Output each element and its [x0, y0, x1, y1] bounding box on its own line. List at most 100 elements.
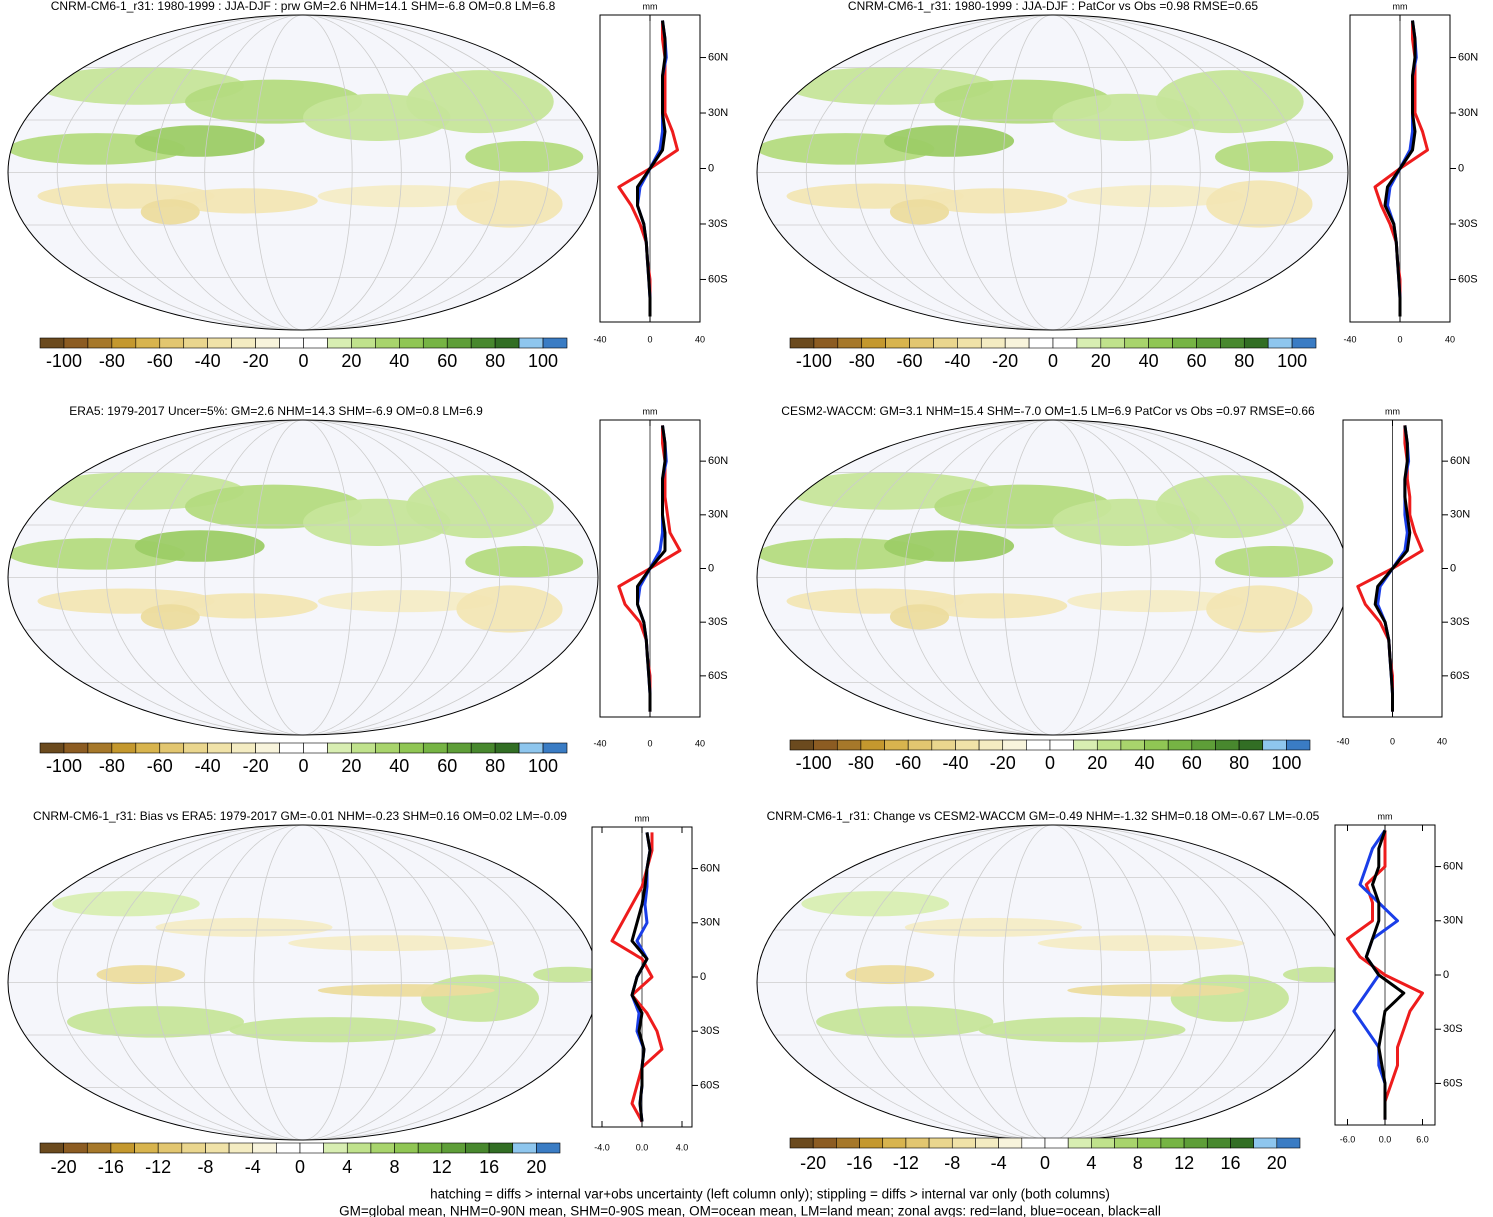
colorbar-box — [933, 337, 958, 349]
colorbar-label: -100 — [46, 351, 82, 371]
map-field — [8, 15, 598, 330]
field-patch — [1206, 585, 1313, 633]
colorbar-box — [375, 742, 400, 754]
field-patch — [134, 530, 265, 562]
x-tick-label: 40 — [1437, 736, 1447, 746]
colorbar-box — [255, 742, 280, 754]
colorbar-box — [978, 739, 1004, 751]
colorbar-box — [1238, 739, 1264, 751]
colorbar-box — [422, 337, 448, 349]
zonal-unit: mm — [1385, 406, 1400, 416]
graticule — [904, 15, 1201, 330]
colorbar-box — [422, 742, 448, 754]
colorbar-box — [836, 1137, 860, 1149]
colorbar-box — [1267, 337, 1293, 349]
colorbar-label: -40 — [944, 351, 970, 371]
y-tick-label: 30S — [708, 218, 728, 230]
colorbar-box — [1160, 1137, 1185, 1149]
colorbar-label: 60 — [1186, 351, 1206, 371]
zonal-unit: mm — [1378, 811, 1393, 821]
colorbar-box — [159, 337, 185, 349]
y-tick-label: 60N — [700, 862, 720, 874]
zonal-line — [636, 425, 667, 712]
colorbar-label: 12 — [432, 1157, 452, 1177]
colorbar-box — [909, 337, 934, 349]
colorbar-box — [465, 1142, 490, 1154]
y-tick-label: 30N — [1443, 915, 1463, 927]
graticule — [204, 15, 402, 330]
field-patch — [465, 141, 584, 173]
zonal-unit: mm — [1393, 1, 1408, 11]
field-patch — [140, 604, 200, 630]
colorbar-box — [1114, 1137, 1139, 1149]
x-tick-label: -40 — [593, 738, 606, 748]
colorbar-box — [1100, 337, 1126, 349]
colorbar-box — [417, 1142, 443, 1154]
colorbar-box — [370, 1142, 395, 1154]
colorbar-box — [1004, 337, 1030, 349]
field-patch — [904, 917, 1083, 937]
colorbar-box — [63, 1142, 88, 1154]
colorbar-label: -40 — [195, 351, 221, 371]
colorbar-label: -60 — [895, 753, 921, 773]
zonal-line — [630, 832, 652, 1122]
colorbar-box — [975, 1137, 999, 1149]
colorbar-box — [181, 1142, 206, 1154]
y-tick-label: 0 — [700, 971, 706, 983]
field-patch — [1067, 185, 1245, 208]
y-tick-label: 30S — [1450, 616, 1470, 628]
colorbar-box — [375, 337, 400, 349]
y-tick-label: 60N — [1458, 51, 1478, 63]
colorbar-box — [1049, 739, 1074, 751]
colorbar-label: 20 — [1267, 1153, 1287, 1173]
field-patch — [884, 530, 1015, 562]
colorbar-box — [882, 1137, 907, 1149]
x-tick-label: 0 — [647, 738, 652, 748]
colorbar-box — [931, 739, 956, 751]
colorbar-box — [1120, 739, 1145, 751]
x-tick-label: 0.0 — [1379, 1134, 1392, 1144]
field-patch — [1155, 475, 1304, 539]
graticule — [855, 420, 1250, 735]
colorbar-label: 4 — [342, 1157, 352, 1177]
colorbar-label: -40 — [195, 756, 221, 776]
graticule — [904, 420, 1201, 735]
colorbar-box — [1096, 739, 1122, 751]
y-tick-label: 0 — [1458, 162, 1464, 174]
x-tick-label: -40 — [1343, 334, 1356, 344]
colorbar-box — [836, 739, 862, 751]
colorbar-label: -20 — [243, 756, 269, 776]
zonal-unit: mm — [643, 1, 658, 11]
colorbar-box — [87, 742, 113, 754]
colorbar-box — [1291, 337, 1317, 349]
field-patch — [406, 475, 554, 539]
field-patch — [288, 935, 495, 951]
colorbar-label: -12 — [145, 1157, 171, 1177]
graticule — [105, 825, 501, 1140]
colorbar-label: 80 — [485, 756, 505, 776]
colorbar-label: 40 — [389, 756, 409, 776]
colorbar-box — [110, 1142, 135, 1154]
colorbar-label: -8 — [197, 1157, 213, 1177]
colorbar-box — [1243, 337, 1269, 349]
colorbar-box — [228, 1142, 254, 1154]
colorbar-label: 100 — [1271, 753, 1301, 773]
y-tick-label: 30N — [1450, 509, 1470, 521]
x-tick-label: 4.0 — [676, 1142, 689, 1152]
colorbar-box — [134, 1142, 159, 1154]
colorbar-box — [1124, 337, 1149, 349]
x-tick-label: 40 — [1445, 334, 1455, 344]
map-field — [8, 420, 598, 735]
zonal-unit: mm — [635, 813, 650, 823]
graticule — [155, 15, 451, 330]
zonal-line — [1364, 829, 1406, 1120]
colorbar-label: -4 — [245, 1157, 261, 1177]
x-tick-label: 40 — [695, 738, 705, 748]
map-outline — [7, 419, 599, 736]
field-patch — [801, 891, 950, 917]
zonal-line — [1383, 20, 1417, 317]
field-patch — [465, 546, 584, 578]
colorbar-box — [1167, 739, 1193, 751]
